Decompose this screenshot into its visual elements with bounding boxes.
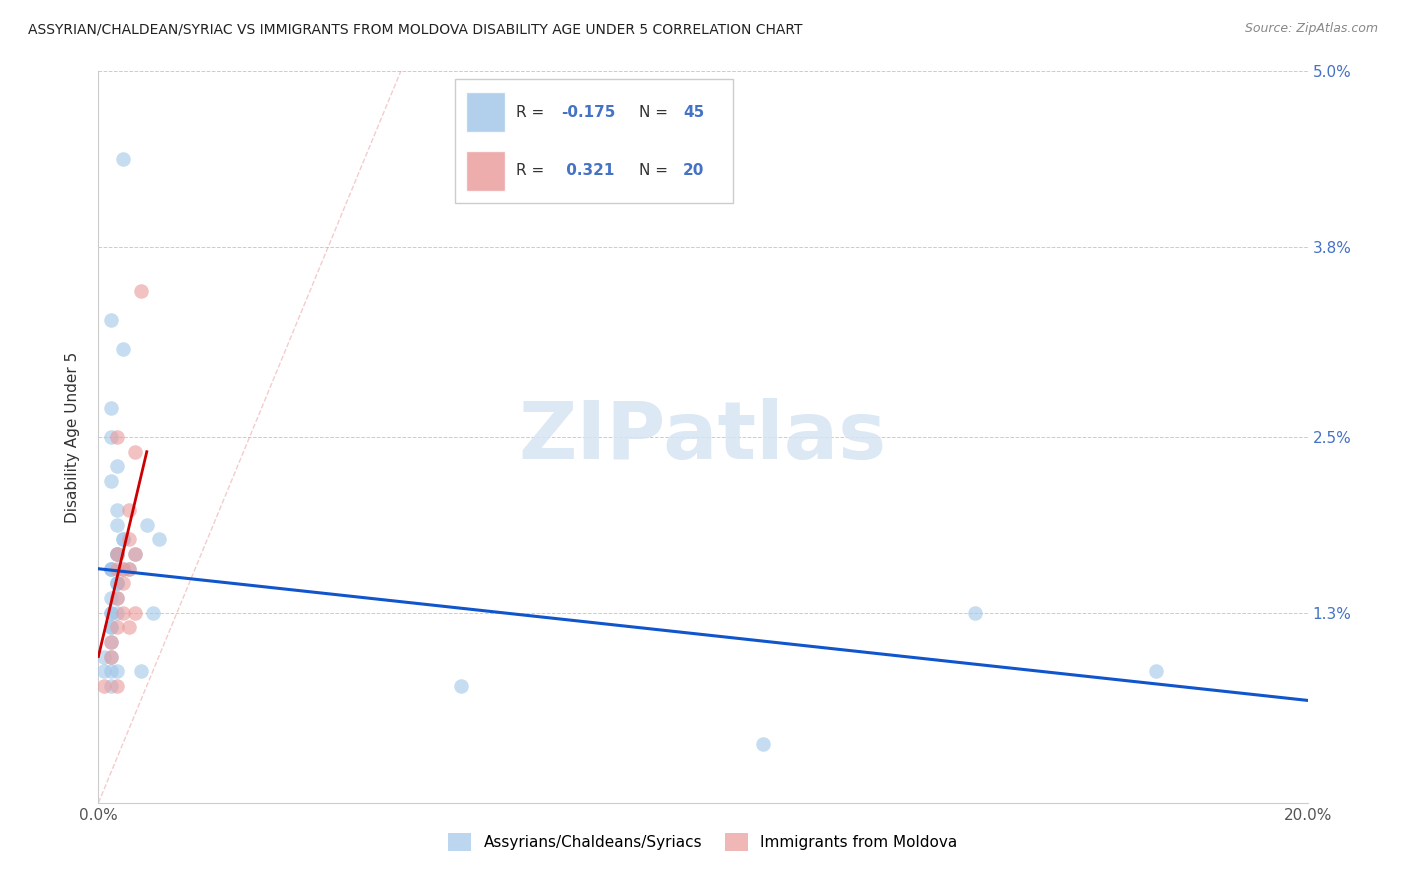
Point <box>148 533 170 547</box>
Point <box>129 664 152 678</box>
Point <box>142 606 165 620</box>
Text: ZIPatlas: ZIPatlas <box>519 398 887 476</box>
Point <box>93 679 115 693</box>
Point <box>129 284 152 298</box>
Point <box>105 576 128 591</box>
Point <box>124 444 146 458</box>
Point <box>100 313 122 327</box>
Point <box>105 576 128 591</box>
Point <box>450 679 472 693</box>
Point <box>100 649 122 664</box>
Point <box>105 591 128 605</box>
Point <box>965 606 987 620</box>
Point <box>105 517 128 532</box>
Point <box>105 503 128 517</box>
Y-axis label: Disability Age Under 5: Disability Age Under 5 <box>65 351 80 523</box>
Point <box>105 547 128 561</box>
Legend: Assyrians/Chaldeans/Syriacs, Immigrants from Moldova: Assyrians/Chaldeans/Syriacs, Immigrants … <box>443 827 963 857</box>
Point <box>111 533 134 547</box>
Point <box>105 547 128 561</box>
Point <box>111 533 134 547</box>
Text: ASSYRIAN/CHALDEAN/SYRIAC VS IMMIGRANTS FROM MOLDOVA DISABILITY AGE UNDER 5 CORRE: ASSYRIAN/CHALDEAN/SYRIAC VS IMMIGRANTS F… <box>28 22 803 37</box>
Point <box>105 576 128 591</box>
Point <box>100 430 122 444</box>
Point <box>124 606 146 620</box>
Point <box>100 401 122 415</box>
Point <box>100 620 122 634</box>
Point <box>100 635 122 649</box>
Point <box>1144 664 1167 678</box>
Point <box>100 679 122 693</box>
Point <box>118 562 141 576</box>
Point <box>105 606 128 620</box>
Text: Source: ZipAtlas.com: Source: ZipAtlas.com <box>1244 22 1378 36</box>
Point <box>118 562 141 576</box>
Point <box>100 562 122 576</box>
Point <box>93 649 115 664</box>
Point <box>105 547 128 561</box>
Point <box>118 503 141 517</box>
Point <box>100 591 122 605</box>
Point <box>135 517 157 532</box>
Point <box>105 547 128 561</box>
Point <box>100 664 122 678</box>
Point <box>105 591 128 605</box>
Point <box>100 606 122 620</box>
Point <box>100 474 122 488</box>
Point <box>100 649 122 664</box>
Point <box>100 606 122 620</box>
Point <box>105 562 128 576</box>
Point <box>100 635 122 649</box>
Point <box>105 679 128 693</box>
Point <box>105 459 128 474</box>
Point <box>111 152 134 166</box>
Point <box>105 664 128 678</box>
Point <box>105 430 128 444</box>
Point <box>111 562 134 576</box>
Point <box>100 562 122 576</box>
Point <box>111 343 134 357</box>
Point <box>105 620 128 634</box>
Point <box>100 562 122 576</box>
Point <box>124 547 146 561</box>
Point <box>118 620 141 634</box>
Point <box>111 606 134 620</box>
Point <box>752 737 775 751</box>
Point <box>118 533 141 547</box>
Point <box>100 620 122 634</box>
Point <box>111 576 134 591</box>
Point <box>111 562 134 576</box>
Point <box>93 664 115 678</box>
Point <box>124 547 146 561</box>
